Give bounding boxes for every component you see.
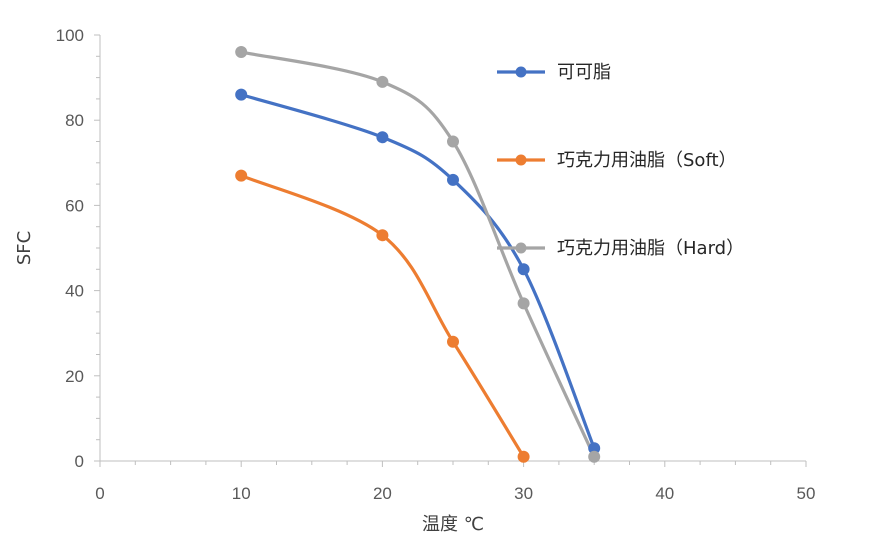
y-axis-title: SFC [14, 231, 35, 265]
data-point [517, 263, 530, 276]
data-point [517, 297, 530, 310]
y-tick-label: 60 [65, 196, 84, 215]
data-point [376, 75, 389, 88]
y-tick-label: 80 [65, 111, 84, 130]
y-tick-label: 0 [75, 452, 84, 471]
legend-marker [515, 154, 527, 166]
data-point [235, 88, 248, 101]
x-tick-label: 20 [373, 484, 392, 503]
data-point [447, 335, 459, 348]
x-tick-label: 10 [232, 484, 251, 503]
legend-entry-2: 巧克力用油脂（Soft） [497, 150, 737, 171]
series-line-3 [239, 50, 596, 459]
data-point [235, 46, 248, 59]
series-points [235, 46, 601, 463]
tick-labels: 0 20 40 60 80 100 0 10 20 30 40 50 [56, 26, 816, 503]
data-point [517, 450, 530, 463]
series-line-2 [239, 173, 526, 459]
series-line-1 [239, 93, 596, 450]
y-tick-label: 20 [65, 367, 84, 386]
data-point [588, 450, 601, 463]
data-point [376, 229, 389, 242]
data-point [447, 135, 459, 148]
legend-marker [515, 242, 527, 254]
legend-label: 巧克力用油脂（Hard） [557, 238, 744, 259]
x-tick-label: 30 [514, 484, 533, 503]
y-tick-label: 100 [56, 26, 84, 45]
x-tick-label: 0 [95, 484, 104, 503]
y-tick-label: 40 [65, 282, 84, 301]
x-tick-label: 50 [797, 484, 816, 503]
data-point [447, 173, 459, 186]
axes [94, 34, 807, 467]
legend-marker [515, 66, 527, 78]
x-axis-title: 温度 ℃ [422, 514, 484, 535]
legend-label: 巧克力用油脂（Soft） [557, 150, 737, 171]
data-point [235, 169, 248, 182]
x-tick-label: 40 [655, 484, 674, 503]
data-point [376, 131, 389, 144]
legend-label: 可可脂 [557, 62, 611, 83]
legend-entry-3: 巧克力用油脂（Hard） [497, 238, 744, 259]
legend-entry-1: 可可脂 [497, 62, 611, 83]
series-lines [239, 50, 596, 459]
